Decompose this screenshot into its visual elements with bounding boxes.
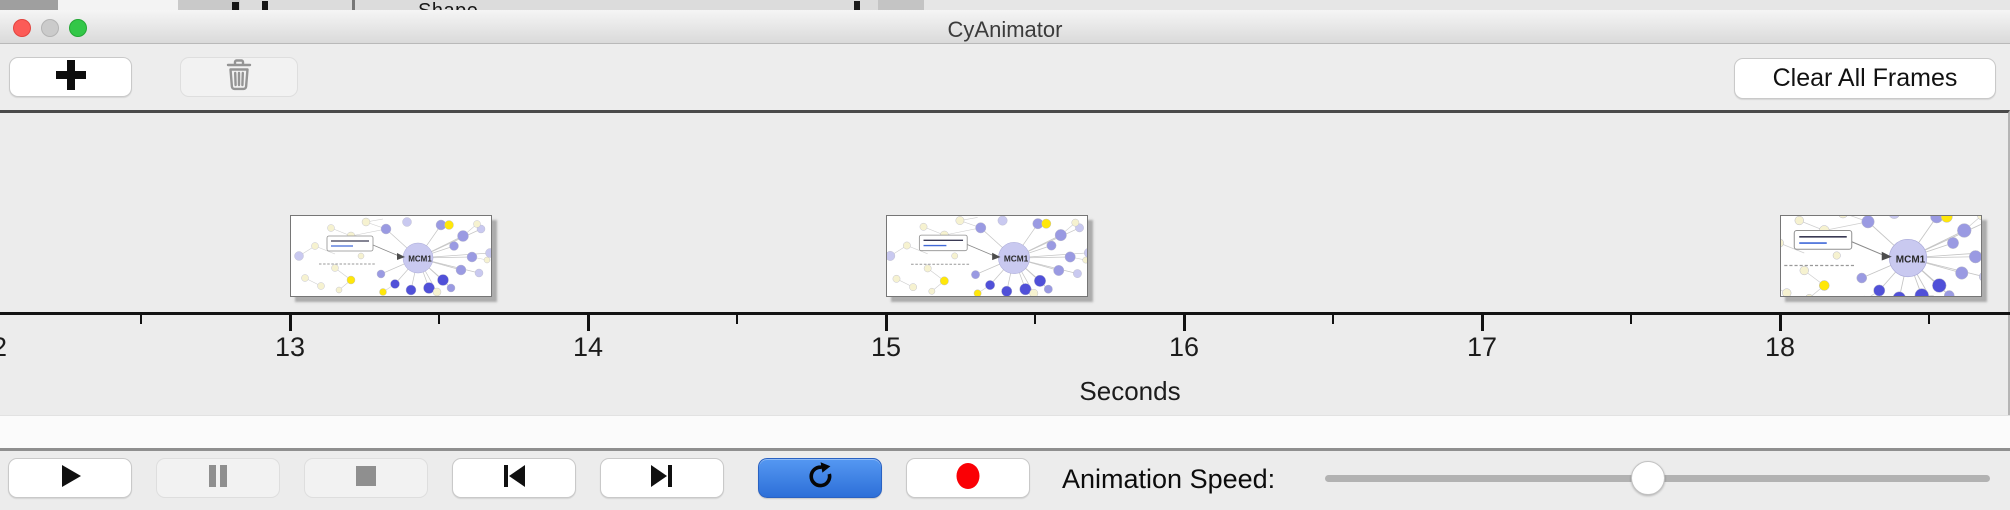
stop-icon — [354, 464, 378, 493]
background-glyph-fragment — [232, 2, 239, 10]
svg-text:MCM1: MCM1 — [1896, 254, 1926, 265]
background-toolbar-fragment — [0, 0, 58, 10]
tick-mark — [736, 315, 738, 324]
network-thumbnail-svg: MCM1 — [887, 216, 1087, 296]
tick-mark — [438, 315, 440, 324]
play-button[interactable] — [8, 458, 132, 498]
tick-label: 18 — [1764, 332, 1796, 362]
background-clipped-text: Shape — [418, 0, 478, 10]
background-glyph-fragment — [262, 1, 268, 10]
background-glyph-fragment — [854, 1, 860, 10]
tick-mark — [1480, 315, 1484, 331]
frame-thumbnail[interactable]: MCM1 — [886, 215, 1088, 297]
add-frame-button[interactable] — [9, 57, 132, 97]
skip-to-start-button[interactable] — [452, 458, 576, 498]
plus-icon — [55, 59, 87, 96]
frame-thumbnail[interactable]: MCM1 — [1780, 215, 1982, 297]
tick-label: 16 — [1168, 332, 1200, 362]
window-title: CyAnimator — [947, 17, 1063, 42]
background-toolbar-fragment — [878, 0, 924, 10]
record-icon — [954, 462, 982, 495]
background-toolbar-fragment — [924, 0, 2010, 10]
network-thumbnail-svg: MCM1 — [291, 216, 491, 296]
animation-speed-label: Animation Speed: — [1062, 464, 1276, 494]
tick-mark — [1034, 315, 1036, 324]
tick-mark — [140, 315, 142, 324]
background-glyph-fragment — [352, 0, 355, 10]
background-window-strip: Shape — [0, 0, 2010, 10]
tick-mark — [1928, 315, 1930, 324]
tick-mark — [288, 315, 292, 331]
speed-slider-thumb[interactable] — [1630, 461, 1665, 495]
frame-thumbnail[interactable]: MCM1 — [290, 215, 492, 297]
tick-label: 14 — [572, 332, 604, 362]
background-toolbar-fragment — [58, 0, 178, 10]
loop-icon — [807, 462, 834, 494]
tick-mark — [1630, 315, 1632, 324]
seconds-axis-label: Seconds — [1079, 376, 1181, 406]
tick-label: 12 — [0, 332, 7, 363]
tick-mark — [586, 315, 590, 331]
record-button[interactable] — [906, 458, 1030, 498]
tick-label: 15 — [870, 332, 902, 362]
svg-text:MCM1: MCM1 — [1004, 254, 1029, 264]
zoom-window-button[interactable] — [69, 19, 87, 37]
toolbar — [0, 45, 2010, 108]
tick-mark — [1332, 315, 1334, 324]
horizontal-scrollbar[interactable] — [0, 415, 2010, 448]
svg-text:MCM1: MCM1 — [408, 255, 432, 264]
pause-button[interactable] — [156, 458, 280, 498]
skip-to-start-icon — [500, 463, 528, 494]
titlebar: CyAnimator — [0, 10, 2010, 44]
minimize-window-button[interactable] — [41, 19, 59, 37]
close-window-button[interactable] — [13, 19, 31, 37]
trash-icon — [224, 58, 254, 96]
loop-button[interactable] — [758, 458, 882, 498]
play-icon — [57, 463, 83, 494]
background-toolbar-fragment — [178, 0, 240, 10]
tick-mark — [1182, 315, 1186, 331]
clear-all-frames-label: Clear All Frames — [1772, 64, 1958, 92]
clear-all-frames-button[interactable]: Clear All Frames — [1734, 58, 1996, 99]
pause-icon — [206, 463, 230, 494]
network-thumbnail-svg: MCM1 — [1781, 216, 1981, 296]
stop-button[interactable] — [304, 458, 428, 498]
tick-label: 17 — [1466, 332, 1498, 362]
skip-to-end-icon — [648, 463, 676, 494]
delete-frame-button[interactable] — [180, 57, 298, 97]
tick-label: 13 — [274, 332, 306, 362]
tick-mark — [1778, 315, 1782, 331]
tick-mark — [884, 315, 888, 331]
skip-to-end-button[interactable] — [600, 458, 724, 498]
timeline-ruler — [0, 312, 2010, 315]
divider — [0, 448, 2010, 451]
